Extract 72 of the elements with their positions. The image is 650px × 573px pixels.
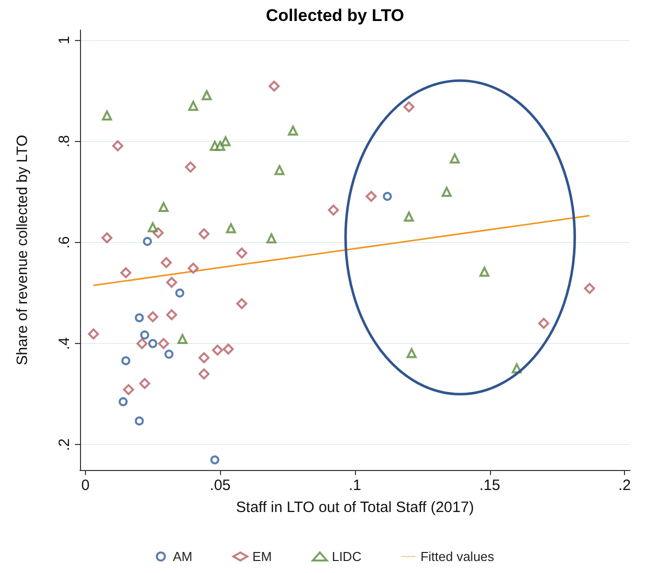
point <box>222 344 234 355</box>
point <box>198 228 210 240</box>
point <box>479 266 490 277</box>
point <box>450 153 460 164</box>
point <box>134 313 144 322</box>
point <box>198 368 210 380</box>
point <box>121 356 130 366</box>
point <box>212 344 223 356</box>
point <box>158 338 170 350</box>
point <box>236 248 248 259</box>
point <box>177 334 188 344</box>
point <box>123 384 134 396</box>
point <box>226 223 236 234</box>
point <box>188 262 199 274</box>
legend-label: AM <box>172 549 192 564</box>
point <box>584 282 596 294</box>
point <box>220 136 231 146</box>
point <box>366 190 377 202</box>
y-tick-label: .4 <box>56 337 73 350</box>
point <box>158 202 169 212</box>
point <box>274 165 285 176</box>
point <box>175 288 184 298</box>
point <box>166 309 178 320</box>
x-tick-label: .1 <box>348 477 362 494</box>
point <box>538 318 550 329</box>
y-axis-title: Share of revenue collected by LTO <box>14 134 31 366</box>
point <box>101 232 112 244</box>
y-tick-label: 1 <box>56 36 73 44</box>
x-tick-label: 0 <box>81 477 90 494</box>
point <box>406 348 417 358</box>
point <box>266 233 276 244</box>
chart-title: Collected by LTO <box>266 6 404 25</box>
point <box>403 101 414 112</box>
y-tick-label: .8 <box>56 135 73 148</box>
point <box>102 110 112 120</box>
point <box>139 378 150 390</box>
point <box>142 236 152 246</box>
point <box>442 186 452 197</box>
point <box>147 311 158 322</box>
point <box>288 126 298 136</box>
point <box>185 162 196 173</box>
legend-label: Fitted values <box>420 549 495 564</box>
point <box>382 192 392 201</box>
point <box>140 330 150 340</box>
x-axis-title: Staff in LTO out of Total Staff (2017) <box>236 499 474 516</box>
x-tick-label: .05 <box>210 477 231 494</box>
y-tick-label: .2 <box>56 438 73 451</box>
point <box>164 350 174 359</box>
point <box>268 80 280 92</box>
point <box>198 352 210 364</box>
point <box>202 90 212 100</box>
point <box>118 397 128 406</box>
point <box>210 455 220 464</box>
point <box>188 100 198 111</box>
point <box>404 212 414 222</box>
point <box>215 140 226 151</box>
point <box>148 339 158 348</box>
point <box>328 204 339 216</box>
point <box>148 222 158 232</box>
point <box>88 328 99 340</box>
point <box>136 338 148 350</box>
point <box>236 298 248 310</box>
y-tick-label: .6 <box>56 236 73 249</box>
point <box>134 416 144 426</box>
x-tick-label: .15 <box>479 477 500 494</box>
legend-label: LIDC <box>332 549 362 564</box>
point <box>120 267 132 278</box>
point <box>160 257 172 268</box>
point <box>166 276 178 288</box>
point <box>112 140 124 152</box>
legend-label: EM <box>252 549 272 564</box>
x-tick-label: .2 <box>618 477 631 494</box>
